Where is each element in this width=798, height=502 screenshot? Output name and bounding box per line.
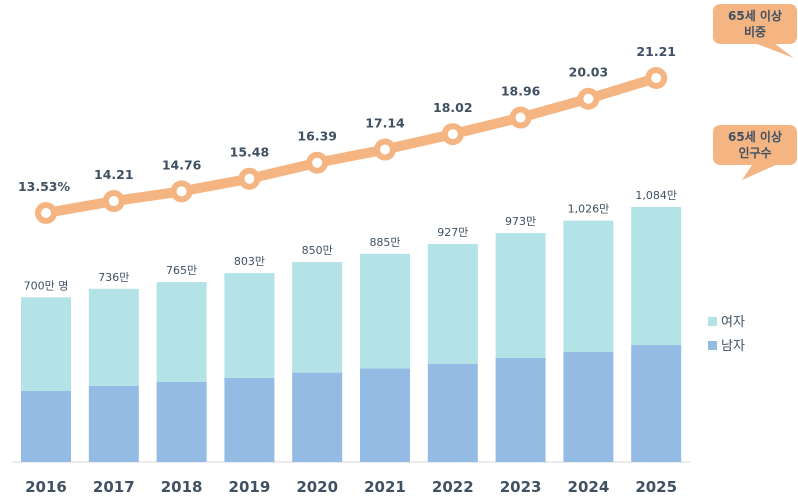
total-label-2025: 1,084만 [635,189,677,202]
ratio-line [41,73,662,218]
ratio-label-2019: 15.48 [230,145,270,160]
year-label-2024: 2024 [568,478,610,496]
legend-label-female: 여자 [721,315,745,330]
year-label-2018: 2018 [161,478,203,496]
total-label-2023: 973만 [505,215,536,228]
total-label-2020: 850만 [302,244,333,257]
ratio-point-2025 [651,73,662,83]
year-label-2021: 2021 [364,478,406,496]
year-label-2019: 2019 [229,478,271,496]
legend-swatch-male [708,341,717,350]
line-group [35,67,668,224]
callout-ratio: 65세 이상 비중 [713,4,797,58]
bar-male-2018 [156,382,207,462]
bar-male-2016 [21,390,71,462]
bar-female-2017 [88,288,139,386]
ratio-point-2021 [380,144,390,155]
bar-female-2021 [360,253,410,369]
ratio-label-2024: 20.03 [569,65,609,80]
total-label-2017: 736만 [98,271,129,284]
year-label-2022: 2022 [432,478,474,496]
callout-population-shape [713,125,797,180]
ratio-point-2018 [176,186,187,197]
year-label-2023: 2023 [500,478,542,496]
total-label-2024: 1,026만 [568,203,610,216]
bar-male-2021 [360,368,410,462]
legend-swatch-female [708,317,717,326]
bar-female-2025 [631,207,682,345]
ratio-label-2025: 21.21 [636,44,676,59]
ratio-label-2023: 18.96 [501,84,541,99]
bar-male-2024 [563,351,614,462]
callout-population: 65세 이상 인구수 [713,125,797,180]
bar-female-2024 [563,220,614,352]
bar-male-2019 [224,377,275,462]
ratio-point-2024 [583,93,594,104]
ratio-label-2020: 16.39 [297,129,337,144]
bar-male-2022 [427,363,478,462]
bar-female-2020 [292,262,343,373]
total-label-2021: 885만 [369,236,400,249]
year-label-2017: 2017 [93,478,135,496]
bar-female-2023 [495,233,546,359]
total-label-2016: 700만 명 [24,279,69,292]
callout-ratio-line2: 비중 [744,24,766,39]
ratio-point-2023 [515,112,526,123]
total-label-2019: 803만 [234,255,265,268]
callout-ratio-shape [713,4,797,58]
bar-male-2025 [631,344,682,462]
bars-group [21,207,682,462]
bar-female-2022 [427,243,478,364]
bar-female-2019 [224,273,275,378]
labels-group: 700만 명 2016 736만 2017 765만 2018 803만 2019 850만 20… [18,44,677,496]
year-label-2020: 2020 [296,478,338,496]
bar-female-2018 [156,282,207,383]
bar-male-2023 [495,358,546,462]
legend: 여자 남자 [708,315,745,354]
ratio-point-2016 [41,208,51,218]
ratio-label-2022: 18.02 [433,100,473,115]
ratio-label-2016: 13.53% [18,179,71,194]
bar-male-2017 [88,385,139,462]
ratio-label-2021: 17.14 [365,116,405,131]
legend-label-male: 남자 [721,339,745,354]
year-label-2016: 2016 [25,478,67,496]
callout-population-line1: 65세 이상 [728,129,782,144]
ratio-point-2017 [108,196,119,207]
year-label-2025: 2025 [635,478,677,496]
ratio-point-2020 [312,157,323,168]
bar-female-2016 [21,297,71,391]
total-label-2018: 765만 [166,264,197,277]
ratio-label-2017: 14.21 [94,167,134,182]
total-label-2022: 927만 [437,226,468,239]
ratio-point-2022 [447,129,458,140]
callout-ratio-line1: 65세 이상 [728,8,782,23]
ratio-label-2018: 14.76 [162,157,202,172]
ratio-point-2019 [244,173,255,184]
callout-population-line2: 인구수 [738,145,771,160]
bar-male-2020 [292,372,343,462]
